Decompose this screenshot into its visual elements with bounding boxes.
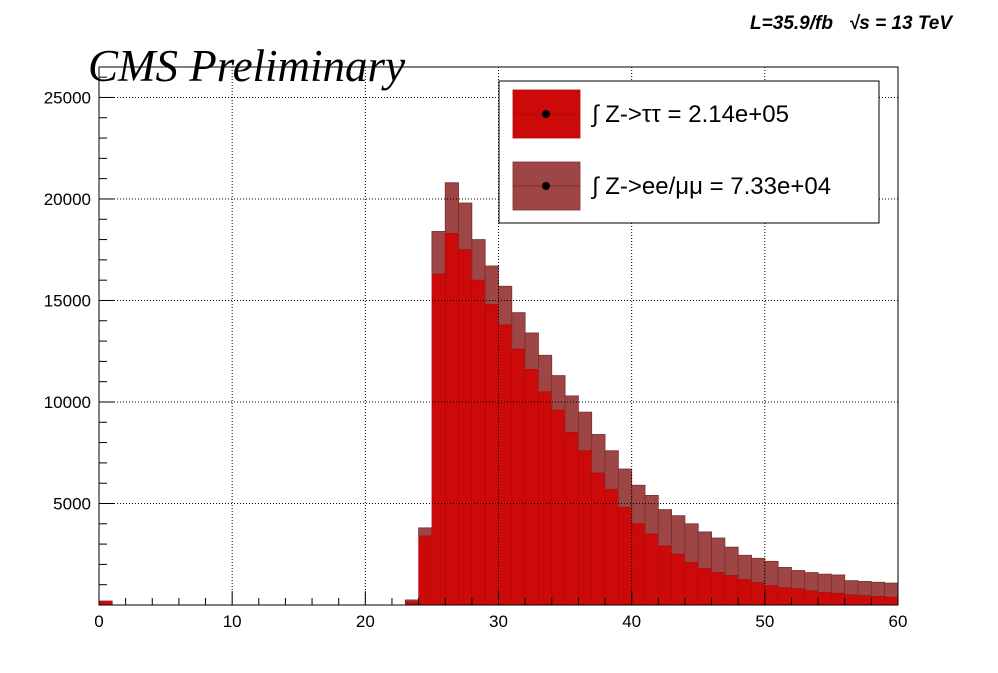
bar-zll — [844, 580, 859, 596]
legend-label: ∫ Z->ee/μμ = 7.33e+04 — [590, 173, 831, 200]
bar-ztautau — [657, 545, 672, 606]
bar-ztautau — [857, 595, 872, 606]
y-tick-label: 20000 — [44, 190, 91, 209]
bar-zll — [751, 557, 766, 584]
bar-zll — [884, 582, 899, 598]
x-tick-label: 10 — [223, 612, 242, 631]
bar-ztautau — [764, 585, 779, 606]
bar-ztautau — [697, 568, 712, 606]
bar-zll — [538, 354, 553, 393]
bar-zll — [524, 332, 539, 370]
x-tick-label: 40 — [622, 612, 641, 631]
bar-zll — [498, 285, 513, 326]
bar-ztautau — [724, 575, 739, 606]
bar-zll — [591, 434, 606, 474]
bar-ztautau — [98, 600, 113, 606]
bar-zll — [617, 468, 633, 508]
bar-zll — [737, 554, 752, 581]
bar-ztautau — [871, 596, 885, 606]
bar-zll — [444, 182, 459, 234]
y-tick-label: 5000 — [53, 494, 91, 513]
bar-ztautau — [511, 348, 526, 606]
bar-ztautau — [671, 553, 686, 606]
bar-zll — [857, 581, 872, 597]
bar-ztautau — [884, 596, 899, 606]
bar-zll — [777, 567, 792, 589]
legend-marker — [542, 182, 550, 190]
bar-ztautau — [817, 592, 832, 606]
bar-ztautau — [644, 533, 659, 606]
bar-zll — [458, 202, 473, 251]
bar-ztautau — [431, 273, 446, 606]
bar-zll — [644, 494, 659, 535]
bar-zll — [764, 560, 779, 587]
x-tick-label: 30 — [489, 612, 508, 631]
y-tick-label: 10000 — [44, 393, 91, 412]
bar-ztautau — [498, 324, 513, 606]
bar-ztautau — [684, 562, 699, 606]
bar-ztautau — [831, 592, 846, 606]
bar-ztautau — [791, 588, 806, 606]
bar-zll — [471, 239, 486, 281]
lumi-text: L=35.9/fb — [750, 13, 833, 34]
bar-ztautau — [538, 391, 553, 606]
bar-zll — [431, 231, 446, 275]
bar-zll — [684, 523, 699, 563]
bar-zll — [657, 509, 673, 547]
luminosity-label: L=35.9/fb √s = 13 TeV — [750, 13, 952, 35]
bar-zll — [711, 537, 726, 573]
x-tick-label: 20 — [356, 612, 375, 631]
bar-ztautau — [524, 369, 539, 606]
bar-zll — [511, 312, 526, 350]
energy-text: √s = 13 TeV — [848, 13, 952, 34]
bar-zll — [604, 450, 619, 490]
bar-ztautau — [844, 594, 859, 606]
bar-ztautau — [751, 582, 766, 606]
bar-ztautau — [777, 587, 792, 606]
bar-zll — [418, 527, 433, 537]
bar-ztautau — [471, 279, 486, 606]
legend-label: ∫ Z->ττ = 2.14e+05 — [590, 101, 789, 128]
x-tick-label: 60 — [889, 612, 908, 631]
bar-ztautau — [458, 249, 473, 606]
bar-zll — [631, 484, 646, 525]
y-tick-label: 15000 — [44, 291, 91, 310]
bar-ztautau — [631, 523, 646, 606]
bar-zll — [817, 573, 832, 593]
bar-ztautau — [604, 488, 619, 606]
bar-ztautau — [484, 304, 499, 606]
bar-ztautau — [578, 450, 593, 606]
bar-ztautau — [804, 590, 819, 606]
bar-ztautau — [551, 409, 566, 606]
bar-zll — [404, 599, 419, 603]
bar-zll — [724, 546, 739, 576]
bar-zll — [831, 574, 846, 594]
bar-zll — [870, 581, 886, 597]
bar-ztautau — [444, 233, 459, 606]
x-tick-label: 50 — [755, 612, 774, 631]
bar-zll — [697, 531, 712, 569]
experiment-label: CMS Preliminary — [88, 41, 406, 91]
bar-ztautau — [564, 432, 579, 606]
bar-ztautau — [418, 535, 433, 606]
bar-zll — [804, 572, 819, 592]
bar-zll — [791, 570, 806, 590]
bar-zll — [671, 515, 686, 555]
bar-ztautau — [711, 572, 726, 606]
bar-ztautau — [591, 472, 606, 606]
y-tick-label: 25000 — [44, 88, 91, 107]
bar-zll — [564, 395, 579, 433]
bar-ztautau — [618, 507, 632, 606]
legend-marker — [542, 110, 550, 118]
x-tick-label: 0 — [94, 612, 103, 631]
bar-ztautau — [737, 579, 752, 606]
bar-zll — [484, 265, 499, 305]
bar-zll — [551, 375, 566, 411]
bar-zll — [578, 411, 593, 452]
